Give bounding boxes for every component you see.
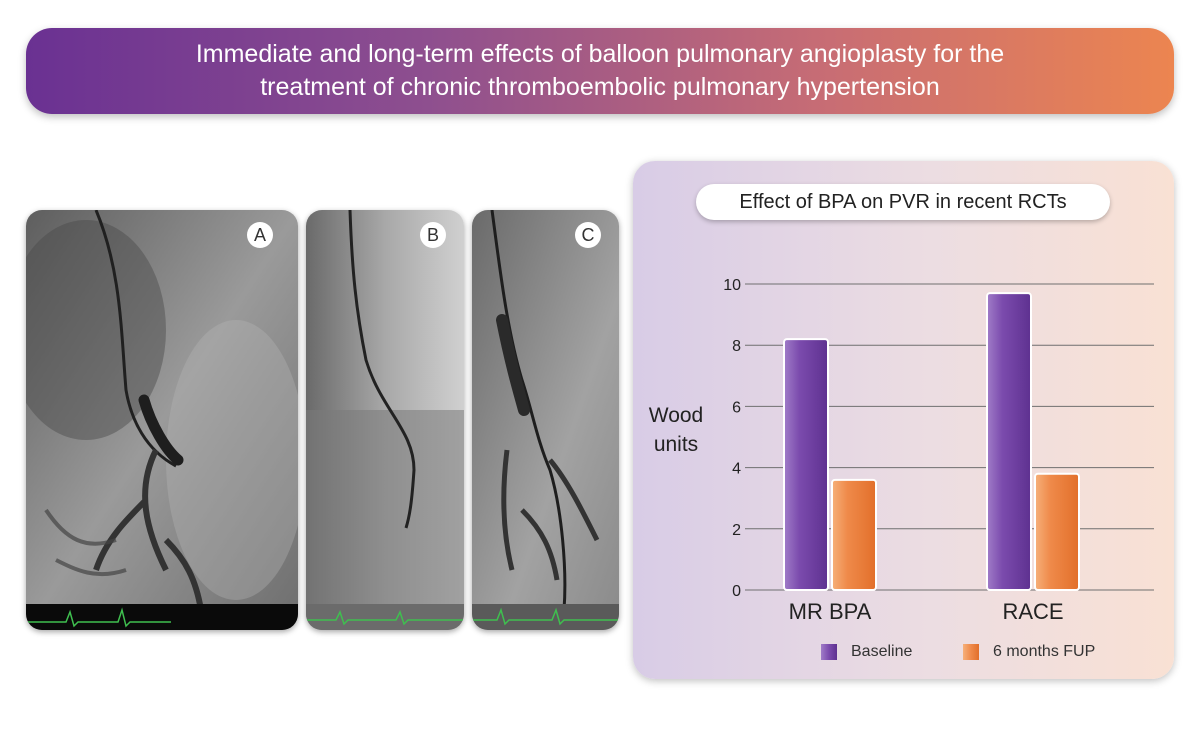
- banner-title-line-2: treatment of chronic thromboembolic pulm…: [260, 73, 940, 101]
- bar-race-6-months-fup: [1034, 472, 1080, 591]
- y-tick-label-4: 4: [732, 461, 741, 478]
- bar-mr-bpa-baseline: [783, 338, 829, 591]
- angiogram-c-image: [472, 210, 619, 630]
- banner-title-line-1: Immediate and long-term effects of ballo…: [195, 40, 1005, 68]
- y-tick-label-8: 8: [732, 338, 741, 355]
- angiogram-b-image: [306, 210, 464, 630]
- legend-label-baseline: Baseline: [851, 643, 913, 660]
- y-axis-label-line-2: units: [653, 433, 699, 456]
- title-banner: Immediate and long-term effects of ballo…: [26, 28, 1174, 114]
- y-axis-label: Wood units: [633, 401, 719, 459]
- x-category-label-1: RACE: [1002, 599, 1063, 624]
- bar-mr-bpa-6-months-fup: [831, 478, 877, 591]
- angiogram-a-image: [26, 210, 298, 630]
- angiogram-panel-b: B: [306, 210, 464, 630]
- x-category-label-0: MR BPA: [789, 599, 872, 624]
- panel-label-b: B: [420, 222, 446, 248]
- y-tick-label-0: 0: [732, 583, 741, 600]
- legend-label-followup: 6 months FUP: [993, 643, 1096, 660]
- bar-chart: 0 2 4 6 8 10 MR BPA RACE: [723, 277, 1154, 624]
- legend-item-followup: 6 months FUP: [963, 643, 1095, 661]
- legend-swatch-baseline: [821, 644, 837, 660]
- panel-label-c: C: [575, 222, 601, 248]
- angiogram-panel-a: A: [26, 210, 298, 630]
- angiogram-panel-c: C: [472, 210, 619, 630]
- chart-title: Effect of BPA on PVR in recent RCTs: [696, 184, 1110, 220]
- legend-item-baseline: Baseline: [821, 643, 912, 661]
- panel-label-a: A: [247, 222, 273, 248]
- chart-card: 0 2 4 6 8 10 MR BPA RACE Effect of BPA on PVR i…: [633, 161, 1174, 679]
- y-tick-label-10: 10: [723, 277, 741, 294]
- y-axis-label-line-1: Wood: [648, 404, 704, 427]
- legend-swatch-followup: [963, 644, 979, 660]
- bar-race-baseline: [986, 292, 1032, 591]
- y-tick-label-6: 6: [732, 399, 741, 416]
- y-tick-label-2: 2: [732, 522, 741, 539]
